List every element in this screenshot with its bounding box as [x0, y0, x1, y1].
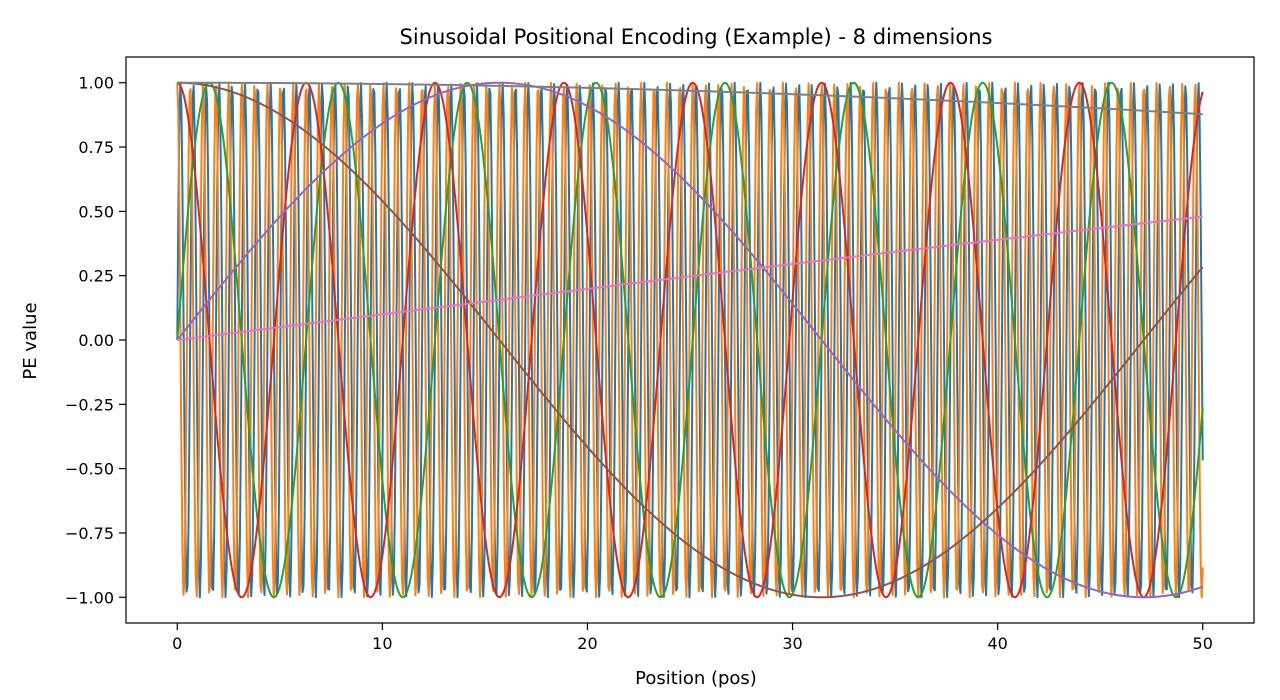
- series-layer: [176, 81, 1204, 599]
- y-axis: 1.00 0.75 0.50 0.25 0.00 −0.25 −0.50 −0.75 −1.00: [65, 74, 126, 607]
- x-tick-label: 0: [172, 634, 182, 653]
- x-tick-label: 30: [782, 634, 802, 653]
- y-tick-label: 0.00: [78, 331, 114, 350]
- series-line-dim-2: [176, 81, 1204, 599]
- x-tick-label: 40: [987, 634, 1007, 653]
- x-tick-label: 10: [372, 634, 392, 653]
- y-axis-label: PE value: [20, 302, 41, 379]
- y-tick-label: −0.75: [65, 524, 114, 543]
- series-line-dim-4: [176, 81, 1204, 599]
- series-line-dim-6: [177, 215, 1203, 341]
- y-tick-label: 0.25: [78, 267, 114, 286]
- series-line-dim-5: [177, 81, 1204, 599]
- chart-title: Sinusoidal Positional Encoding (Example)…: [400, 25, 993, 49]
- series-line-dim-7: [177, 81, 1203, 116]
- series-line-dim-0: [176, 81, 1204, 599]
- y-tick-label: −1.00: [65, 588, 114, 607]
- y-tick-label: 0.75: [78, 138, 114, 157]
- x-tick-label: 20: [577, 634, 597, 653]
- series-line-dim-1: [176, 81, 1204, 599]
- y-tick-label: 0.50: [78, 202, 114, 221]
- x-axis: 0 10 20 30 40 50: [172, 623, 1213, 653]
- x-tick-label: 50: [1193, 634, 1213, 653]
- series-line-dim-3: [176, 81, 1204, 599]
- y-tick-label: −0.50: [65, 460, 114, 479]
- y-tick-label: 1.00: [78, 74, 114, 93]
- y-tick-label: −0.25: [65, 395, 114, 414]
- x-axis-label: Position (pos): [635, 668, 757, 689]
